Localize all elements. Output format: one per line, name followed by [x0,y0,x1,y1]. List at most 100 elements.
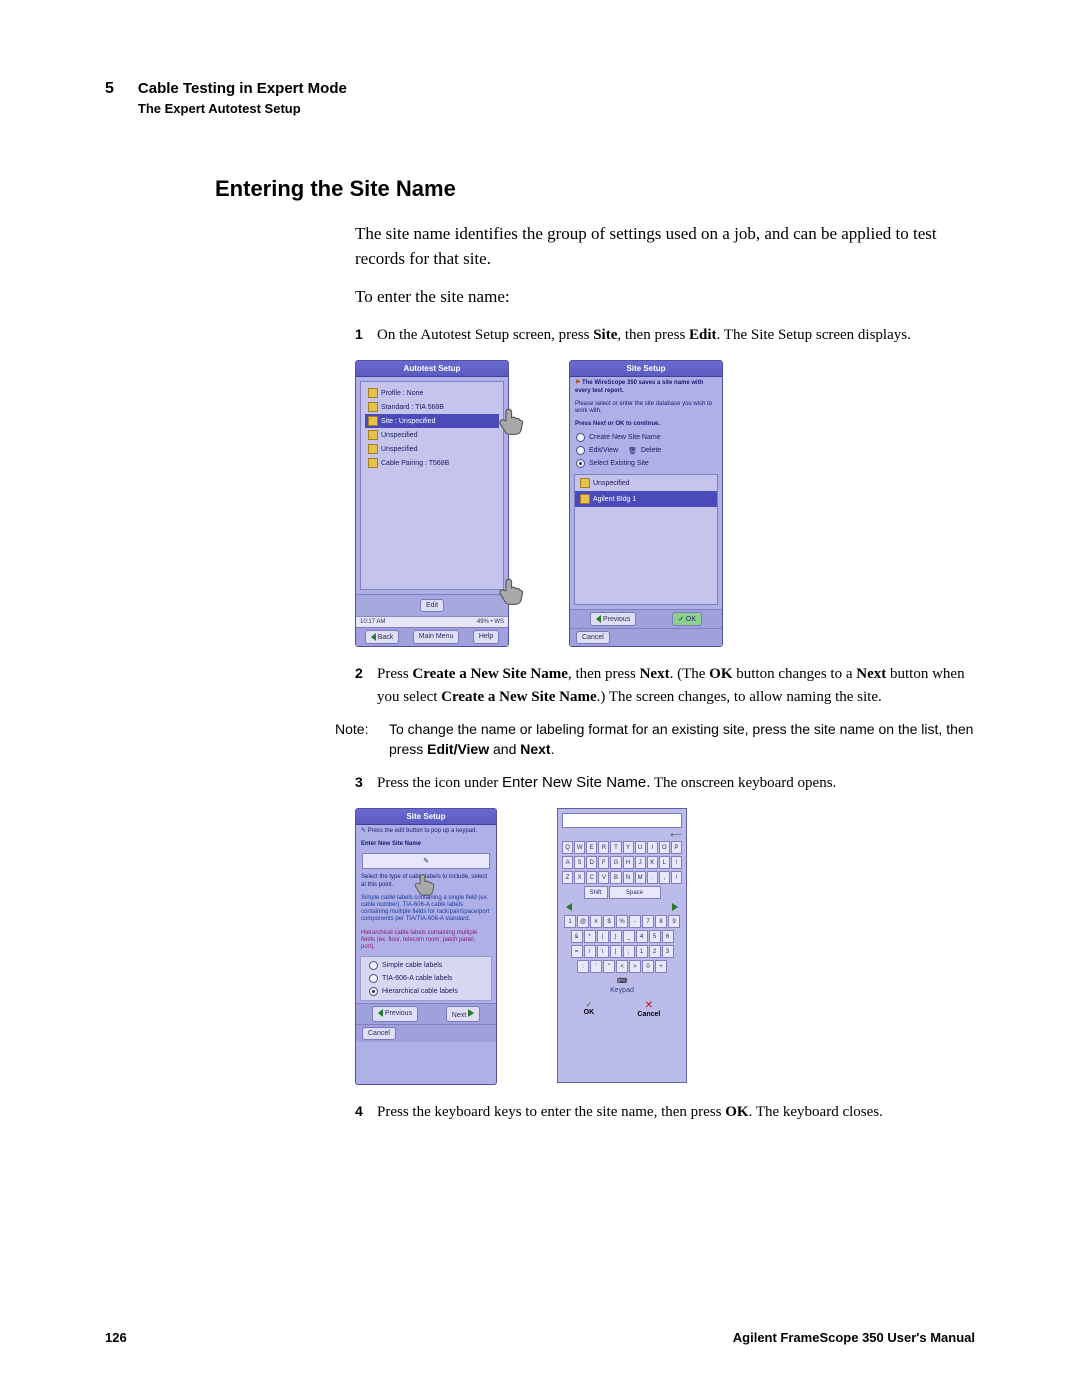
key[interactable]: # [590,915,602,928]
radio-tia-labels[interactable]: TIA-606-A cable labels [363,972,489,985]
key[interactable]: | [610,945,622,958]
key[interactable]: ' [590,960,602,973]
autotest-list: Profile : None Standard : TIA 568B Site … [360,381,504,590]
key[interactable]: 0 [642,960,654,973]
site-list: Unspecified Agilent Bldg 1 [574,474,718,605]
key[interactable]: 3 [662,945,674,958]
key[interactable]: 7 [642,915,654,928]
key[interactable]: < [616,960,628,973]
site-row-selected[interactable]: Agilent Bldg 1 [575,491,717,507]
key[interactable]: K [647,856,658,869]
key[interactable]: % [616,915,628,928]
key[interactable]: , [659,871,670,884]
key[interactable]: N [623,871,634,884]
key[interactable]: 1 [636,945,648,958]
key[interactable]: + [655,960,667,973]
site-icon [368,416,378,426]
key[interactable]: C [586,871,597,884]
key[interactable]: L [659,856,670,869]
space-key[interactable]: Space [609,886,661,899]
section-title: Entering the Site Name [215,176,975,202]
header-subtitle: The Expert Autotest Setup [138,101,347,116]
key[interactable]: E [586,841,597,854]
keyboard-ok[interactable]: ✓ OK [584,1000,595,1018]
key[interactable]: S [574,856,585,869]
key[interactable]: A [562,856,573,869]
key[interactable]: Z [562,871,573,884]
key[interactable]: V [598,871,609,884]
key[interactable]: G [610,856,621,869]
key[interactable]: D [586,856,597,869]
key[interactable]: . [647,871,658,884]
key[interactable]: 5 [649,930,661,943]
next-button[interactable]: Next [446,1006,480,1022]
autotest-setup-screen: Autotest Setup Profile : None Standard :… [355,360,509,647]
key[interactable]: 9 [668,915,680,928]
key[interactable]: = [571,945,583,958]
previous-button[interactable]: Previous [590,612,636,626]
edit-button[interactable]: Edit [420,599,444,612]
keyboard-input[interactable] [562,813,682,828]
key[interactable]: W [574,841,585,854]
key[interactable]: / [584,945,596,958]
cancel-button[interactable]: Cancel [576,631,610,644]
key[interactable]: J [635,856,646,869]
help-button[interactable]: Help [473,630,499,644]
key[interactable]: - [629,915,641,928]
radio-simple-labels[interactable]: Simple cable labels [363,959,489,972]
key[interactable]: F [598,856,609,869]
arrow-left-icon[interactable] [566,903,572,911]
keyboard-cancel[interactable]: ✕ Cancel [637,1000,660,1018]
step-2: 2 Press Create a New Site Name, then pre… [355,663,975,708]
previous-button[interactable]: Previous [372,1006,418,1022]
radio-hier-labels[interactable]: Hierarchical cable labels [363,985,489,998]
screenshot-row-1: Autotest Setup Profile : None Standard :… [355,360,975,647]
key[interactable]: Y [623,841,634,854]
key[interactable]: M [635,871,646,884]
folder-icon [368,388,378,398]
key[interactable]: B [610,871,621,884]
header-title: Cable Testing in Expert Mode [138,80,347,97]
key[interactable]: X [574,871,585,884]
key[interactable]: ) [610,930,622,943]
arrow-right-icon[interactable] [672,903,678,911]
site-icon [580,478,590,488]
key[interactable]: ! [671,856,682,869]
key[interactable]: 8 [655,915,667,928]
key[interactable]: * [584,930,596,943]
key[interactable]: 1 [564,915,576,928]
key[interactable]: 6 [662,930,674,943]
key[interactable]: I [647,841,658,854]
key[interactable]: > [629,960,641,973]
key[interactable]: & [571,930,583,943]
edit-field[interactable]: ✎ [362,853,490,869]
key[interactable]: / [671,871,682,884]
main-menu-button[interactable]: Main Menu [413,630,460,644]
cable-icon [368,430,378,440]
radio-editview[interactable]: Edit/View🗑Delete [570,444,722,457]
radio-create[interactable]: Create New Site Name [570,431,722,444]
key[interactable]: U [635,841,646,854]
key[interactable]: " [603,960,615,973]
key[interactable]: P [671,841,682,854]
key[interactable]: ( [597,930,609,943]
key[interactable]: \ [597,945,609,958]
key[interactable]: Q [562,841,573,854]
key[interactable]: @ [577,915,589,928]
key[interactable]: : [577,960,589,973]
ok-button[interactable]: ✓ OK [672,612,702,626]
key[interactable]: R [598,841,609,854]
key[interactable]: T [610,841,621,854]
key[interactable]: $ [603,915,615,928]
back-button[interactable]: Back [365,630,400,644]
key[interactable]: H [623,856,634,869]
key[interactable]: O [659,841,670,854]
key[interactable]: _ [623,930,635,943]
key[interactable]: 4 [636,930,648,943]
key[interactable]: 2 [649,945,661,958]
site-row[interactable]: Unspecified [575,475,717,491]
cancel-button[interactable]: Cancel [362,1027,396,1040]
key[interactable]: ; [623,945,635,958]
radio-select-existing[interactable]: Select Existing Site [570,457,722,470]
shift-key[interactable]: Shift [584,886,608,899]
